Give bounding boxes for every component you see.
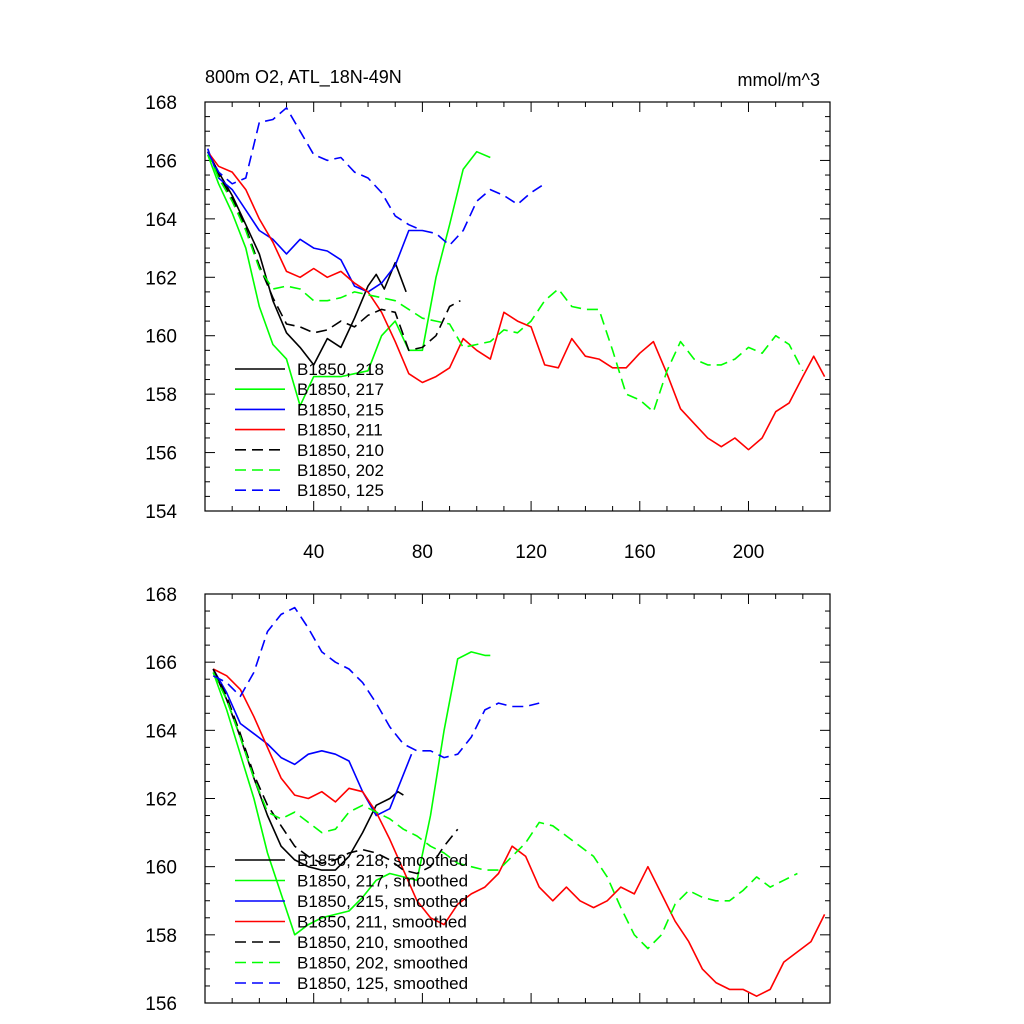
legend-label: B1850, 211, smoothed (297, 913, 467, 932)
series-line-0 (206, 151, 407, 366)
units-label: mmol/m^3 (738, 70, 820, 90)
y-tick-label: 168 (145, 93, 177, 114)
series-line-6 (212, 606, 540, 759)
y-tick-label: 166 (145, 653, 177, 674)
y-tick-label: 158 (145, 385, 177, 406)
legend-label: B1850, 125 (297, 481, 384, 500)
series-line-1 (206, 150, 491, 407)
legend-label: B1850, 217, smoothed (297, 872, 468, 891)
legend-label: B1850, 215, smoothed (297, 892, 468, 911)
y-tick-label: 158 (145, 926, 177, 947)
y-tick-label: 166 (145, 151, 177, 172)
series-line-2 (212, 668, 413, 817)
legend-label: B1850, 202, smoothed (297, 954, 468, 973)
series-line-5 (212, 672, 798, 950)
x-tick-label: 40 (303, 542, 324, 563)
legend-label: B1850, 218, smoothed (297, 851, 468, 870)
legend-label: B1850, 202 (297, 461, 384, 480)
chart-title: 800m O2, ATL_18N-49N (205, 67, 402, 88)
series-line-4 (206, 151, 461, 352)
bottom-panel: 156 158 160 162 164 166 168 B1850, 218, smoothe… (145, 585, 831, 1015)
series-line-3 (207, 151, 826, 451)
y-tick-label: 168 (145, 585, 177, 606)
series-line-3 (212, 668, 826, 998)
legend-label: B1850, 217 (297, 380, 384, 399)
series-line-5 (206, 151, 804, 413)
x-tick-label: 80 (412, 542, 433, 563)
y-tick-label: 156 (145, 444, 177, 465)
top-panel: 154 156 158 160 162 164 166 168 40 80 120 160 200 B18… (145, 93, 831, 563)
series-line-1 (212, 651, 491, 936)
y-tick-label: 162 (145, 268, 177, 289)
y-tick-label: 156 (145, 994, 177, 1015)
x-tick-label: 160 (624, 542, 656, 563)
x-tick-label: 200 (733, 542, 765, 563)
y-tick-label: 160 (145, 327, 177, 348)
legend-label: B1850, 218 (297, 360, 384, 379)
y-tick-label: 164 (145, 721, 177, 742)
legend-label: B1850, 125, smoothed (297, 974, 468, 993)
series-line-0 (212, 668, 404, 871)
legend-label: B1850, 210, smoothed (297, 933, 468, 952)
y-tick-label: 164 (145, 210, 177, 231)
y-tick-label: 160 (145, 858, 177, 879)
legend-label: B1850, 211 (297, 421, 383, 440)
series-line-4 (212, 668, 459, 875)
legend-label: B1850, 215 (297, 400, 384, 419)
x-tick-label: 120 (515, 542, 547, 563)
y-tick-label: 154 (145, 502, 177, 523)
series-line-6 (206, 107, 546, 246)
y-tick-label: 162 (145, 790, 177, 811)
legend-label: B1850, 210 (297, 441, 384, 460)
series-line-2 (206, 148, 423, 293)
